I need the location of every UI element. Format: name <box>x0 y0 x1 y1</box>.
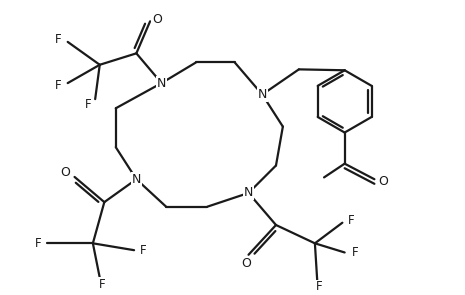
Text: O: O <box>60 166 70 179</box>
Text: F: F <box>85 98 92 111</box>
Text: O: O <box>152 12 162 25</box>
Text: N: N <box>157 77 166 90</box>
Text: F: F <box>99 278 106 291</box>
Text: F: F <box>352 246 358 259</box>
Text: F: F <box>348 214 355 227</box>
Text: F: F <box>55 79 62 92</box>
Text: F: F <box>140 244 146 257</box>
Text: N: N <box>132 173 141 186</box>
Text: N: N <box>258 88 267 101</box>
Text: F: F <box>55 33 62 46</box>
Text: F: F <box>316 280 323 293</box>
Text: O: O <box>379 175 388 188</box>
Text: N: N <box>244 186 253 199</box>
Text: F: F <box>34 237 41 250</box>
Text: O: O <box>241 256 251 270</box>
